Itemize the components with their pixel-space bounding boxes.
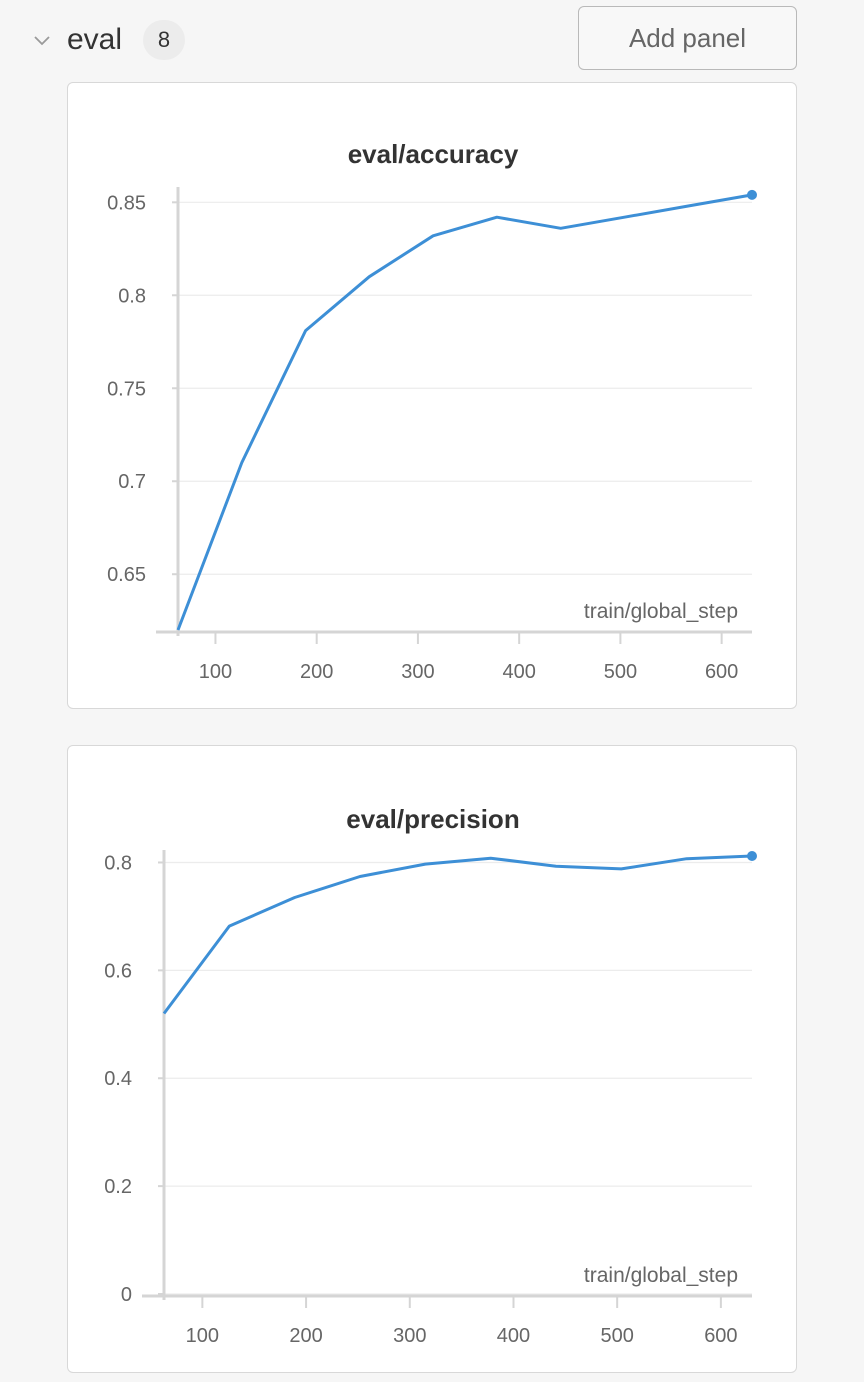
data-point bbox=[747, 189, 757, 200]
y-tick-label: 0 bbox=[121, 1284, 132, 1306]
x-axis-label: train/global_step bbox=[584, 600, 738, 623]
x-tick-label: 100 bbox=[186, 1325, 219, 1347]
data-point bbox=[747, 851, 757, 861]
x-axis-label: train/global_step bbox=[584, 1264, 738, 1287]
x-tick-label: 500 bbox=[604, 661, 637, 683]
x-tick-label: 600 bbox=[705, 661, 738, 683]
panel-count-badge: 8 bbox=[143, 20, 185, 60]
x-tick-label: 400 bbox=[497, 1325, 530, 1347]
chart-title: eval/accuracy bbox=[348, 139, 519, 169]
chart-accuracy: eval/accuracy 0.65 0.7 0.75 0.8 0.85 100 200 300… bbox=[107, 139, 757, 683]
x-tick-label: 200 bbox=[300, 661, 333, 683]
y-tick-label: 0.65 bbox=[107, 564, 146, 586]
x-tick-label: 300 bbox=[393, 1325, 426, 1347]
y-tick-label: 0.85 bbox=[107, 192, 146, 214]
series-line bbox=[176, 193, 753, 631]
y-tick-label: 0.4 bbox=[104, 1068, 132, 1090]
y-tick-label: 0.6 bbox=[104, 960, 132, 982]
chart-panel-precision[interactable]: eval/precision 0 0.2 0.4 0.6 0.8 100 200 300 400 5… bbox=[67, 745, 797, 1373]
y-tick-label: 0.8 bbox=[104, 852, 132, 874]
chevron-down-icon[interactable] bbox=[32, 30, 52, 50]
x-tick-label: 500 bbox=[600, 1325, 633, 1347]
x-tick-label: 300 bbox=[401, 661, 434, 683]
y-tick-label: 0.75 bbox=[107, 378, 146, 400]
add-panel-button[interactable]: Add panel bbox=[578, 6, 797, 70]
series-line bbox=[162, 854, 753, 1015]
x-tick-label: 400 bbox=[502, 661, 535, 683]
chart-title: eval/precision bbox=[346, 804, 519, 834]
section-title[interactable]: eval bbox=[67, 23, 123, 56]
chart-panel-accuracy[interactable]: eval/accuracy 0.65 0.7 0.75 0.8 0.85 100 200 300… bbox=[67, 82, 797, 709]
chart-precision: eval/precision 0 0.2 0.4 0.6 0.8 100 200 300 400 5… bbox=[104, 804, 757, 1347]
y-tick-label: 0.8 bbox=[118, 285, 146, 307]
x-tick-label: 100 bbox=[199, 661, 232, 683]
y-tick-label: 0.2 bbox=[104, 1176, 132, 1198]
section-header: eval 8 Add panel bbox=[0, 0, 864, 80]
x-tick-label: 600 bbox=[704, 1325, 737, 1347]
y-tick-label: 0.7 bbox=[118, 471, 146, 493]
x-tick-label: 200 bbox=[289, 1325, 322, 1347]
